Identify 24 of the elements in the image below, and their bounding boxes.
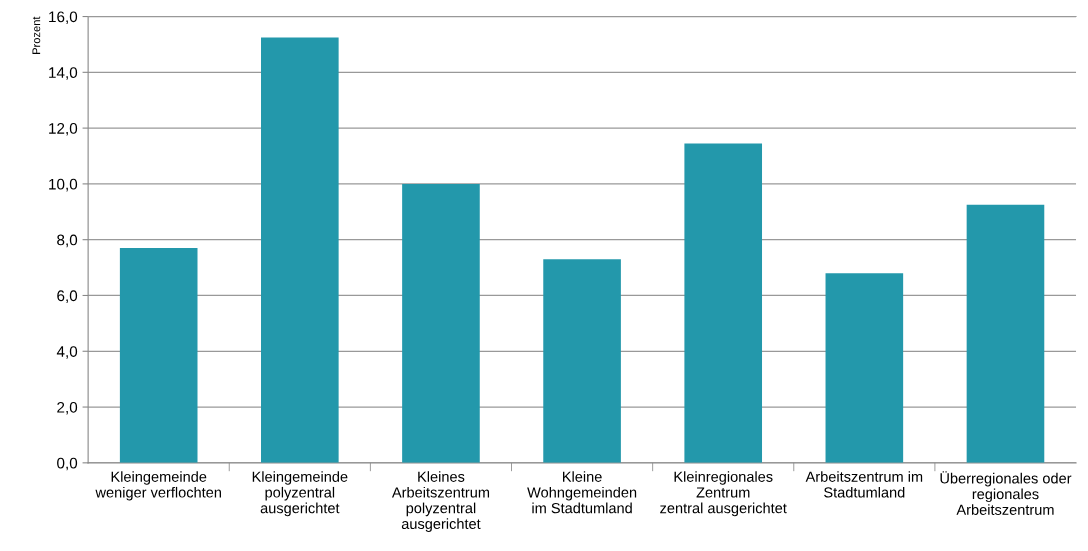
x-tick-label: Arbeitszentrum im Stadtumland [805, 471, 923, 498]
y-tick-label: 14,0 [49, 67, 78, 80]
x-tick-label: Kleingemeinde polyzentral ausgerichtet [252, 471, 348, 517]
bar [261, 37, 339, 463]
y-tick-label: 0,0 [57, 457, 78, 471]
y-tick-label: 12,0 [49, 122, 78, 136]
x-tick-label: Kleines Arbeitszentrum polyzentral ausgerichtet [391, 471, 490, 532]
y-tick-label: 16,0 [49, 11, 78, 25]
bar [119, 248, 198, 463]
x-tick-label: Kleinregionales Zentrum zentral ausgerichtet [660, 471, 787, 517]
bar [825, 273, 904, 463]
x-tick-label: Überregionales oder regionales Arbeitszentrum [940, 471, 1072, 515]
y-tick-label: 8,0 [57, 234, 78, 248]
x-tick-label: Kleingemeinde weniger verflochten [95, 471, 221, 501]
y-tick-label: 6,0 [57, 290, 78, 303]
bar [966, 204, 1045, 463]
y-tick-label: 10,0 [49, 178, 78, 192]
bar [684, 143, 763, 463]
bar [402, 183, 480, 463]
y-axis-title: Prozent [32, 16, 41, 54]
y-tick-label: 4,0 [56, 346, 78, 359]
y-tick-label: 2,0 [57, 401, 78, 415]
bar [543, 259, 621, 463]
x-tick-label: Kleine Wohngemeinden im Stadtumland [527, 471, 637, 514]
